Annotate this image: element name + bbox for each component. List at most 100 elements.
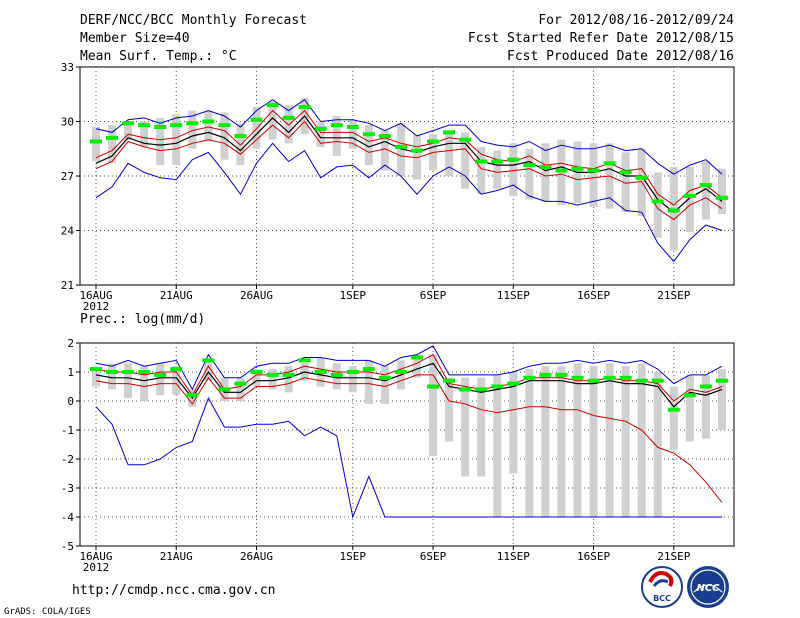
temp-spread-box: [589, 143, 598, 207]
prec-upper-line: [95, 353, 723, 402]
prec-spread-box: [605, 363, 614, 517]
prec-spread-box: [413, 354, 421, 378]
prec-ytick-label: 2: [67, 337, 74, 350]
prec-median-marker: [186, 393, 199, 398]
prec-min-line: [95, 396, 722, 519]
prec-median-marker: [427, 384, 440, 389]
prec-spread-box: [493, 374, 502, 517]
temp-spread-box: [92, 126, 100, 162]
temp-median-marker: [651, 199, 664, 204]
prec-median-marker: [154, 372, 167, 377]
temp-spread-box: [509, 143, 518, 196]
prec-year-label: 2012: [83, 561, 110, 574]
temp-median-marker: [266, 103, 279, 108]
temp-spread-box: [236, 123, 245, 166]
prec-median-marker: [715, 378, 728, 383]
temp-spread-box: [316, 121, 325, 147]
precip-title: Prec.: log(mm/d): [80, 312, 205, 327]
prec-median-marker: [250, 370, 263, 374]
prec-median-marker: [330, 372, 343, 377]
prec-ytick-label: 1: [67, 366, 74, 379]
prec-spread-box: [653, 372, 662, 517]
prec-median-marker: [507, 381, 520, 386]
prec-spread-box: [92, 372, 100, 387]
prec-median-marker: [234, 381, 247, 386]
temp-median-marker: [619, 170, 632, 175]
temp-lower-line: [95, 120, 723, 221]
prec-median-marker: [683, 393, 696, 398]
prec-median-marker: [106, 370, 119, 374]
temp-median-marker: [186, 121, 199, 126]
temp-xtick-label: 16AUG: [79, 289, 112, 302]
temp-median-marker: [571, 166, 584, 171]
temp-median-marker: [298, 104, 311, 109]
prec-median-marker: [282, 372, 295, 377]
forecast-period: For 2012/08/16-2012/09/24: [538, 13, 734, 28]
temp-median-marker: [667, 208, 680, 213]
prec-ytick-label: -1: [61, 424, 74, 437]
prec-spread-box: [685, 374, 694, 442]
temp-median-marker: [699, 183, 712, 188]
temp-median-marker: [475, 159, 488, 164]
prec-spread-box: [429, 354, 438, 457]
temp-median-marker: [378, 134, 391, 139]
temp-spread-box: [284, 105, 293, 144]
member-size: Member Size=40: [80, 31, 190, 46]
temp-ytick-label: 27: [61, 170, 74, 183]
temp-median-marker: [539, 164, 552, 169]
temp-median-marker: [394, 144, 407, 149]
temp-median-marker: [154, 124, 167, 129]
temp-spread-box: [188, 110, 197, 149]
prec-lower-line: [95, 374, 723, 503]
temp-median-marker: [234, 134, 247, 139]
temp-xtick-label: 6SEP: [420, 289, 447, 302]
prec-median-marker: [138, 370, 151, 374]
prec-median-marker: [346, 370, 359, 374]
temp-median-marker: [122, 121, 135, 126]
prec-spread-box: [637, 363, 646, 517]
prec-spread-box: [477, 377, 486, 477]
prec-spread-box: [573, 363, 582, 517]
temp-xtick-label: 11SEP: [497, 289, 530, 302]
temp-median-marker: [555, 168, 568, 173]
prec-median-marker: [90, 367, 102, 372]
temp-median-marker: [715, 195, 728, 200]
prec-spread-box: [380, 366, 389, 404]
prec-spread-box: [236, 377, 245, 401]
temp-spread-box: [252, 106, 261, 149]
prec-spread-box: [445, 377, 454, 442]
prec-median-marker: [218, 387, 231, 392]
prec-median-marker: [378, 375, 391, 380]
temp-spread-box: [124, 121, 133, 140]
prec-spread-box: [364, 360, 373, 404]
temp-xtick-label: 16SEP: [577, 289, 610, 302]
temp-median-marker: [491, 159, 504, 164]
prec-median-marker: [459, 387, 472, 392]
prec-median-marker: [362, 367, 375, 372]
temp-median-marker: [587, 168, 600, 173]
prec-spread-box: [284, 366, 293, 393]
prec-median-marker: [170, 367, 183, 372]
temp-median-marker: [314, 126, 327, 131]
prec-spread-box: [156, 363, 165, 396]
prec-ytick-label: -4: [61, 511, 75, 524]
prec-median-marker: [699, 384, 712, 389]
temp-spread-box: [172, 114, 181, 166]
bcc-logo-text: BCC: [653, 594, 671, 603]
temp-median-marker: [346, 124, 359, 129]
prec-ytick-label: -3: [61, 482, 74, 495]
prec-median-marker: [667, 407, 680, 412]
temp-spread-box: [380, 130, 389, 171]
prec-spread-box: [717, 369, 726, 430]
temp-median-marker: [411, 148, 423, 153]
prec-median-marker: [539, 372, 552, 377]
temp-upper-line: [95, 109, 723, 206]
temp-spread-box: [204, 110, 213, 142]
temp-spread-box: [653, 172, 662, 238]
temp-median-marker: [507, 157, 520, 162]
prec-mean-line: [95, 362, 723, 408]
prec-spread-box: [589, 366, 598, 517]
prec-spread-box: [669, 386, 678, 451]
temp-spread-box: [621, 152, 630, 213]
